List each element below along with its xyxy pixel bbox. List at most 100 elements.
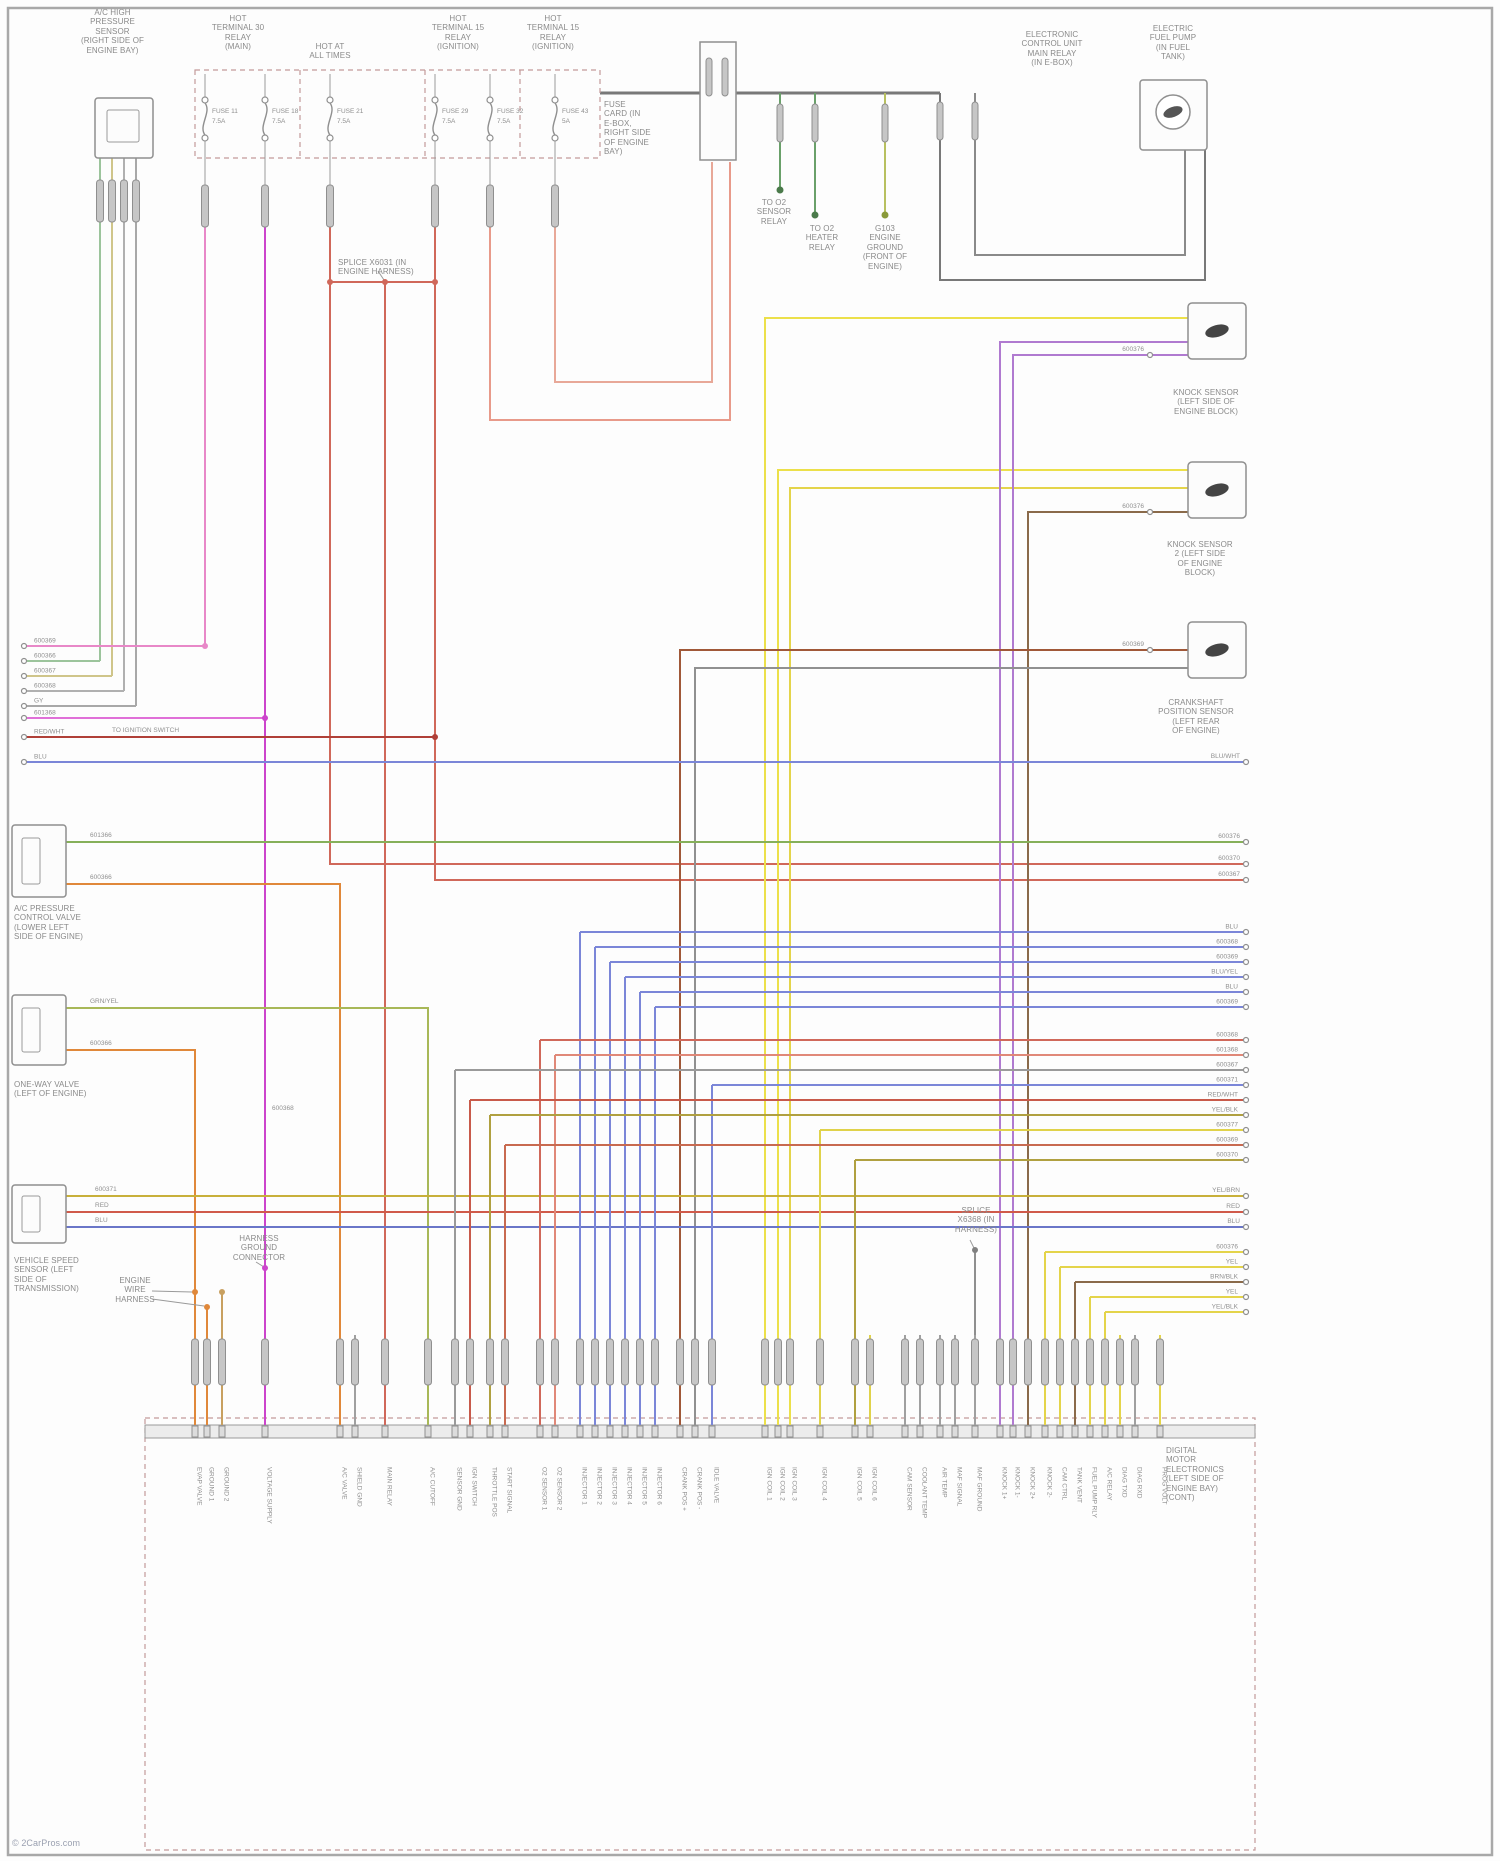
wire-fuse32-loop [489,162,731,421]
wire-label: YEL/BLK [1212,1304,1239,1311]
left-edge-pin-row: GY [20,698,136,710]
dme-outline [144,1417,1256,1851]
wire-label: 600370 [1216,1152,1238,1159]
fuse-terminal-bottom [486,134,494,142]
wire-tag-text: RED [95,1202,109,1209]
pin [1242,876,1250,884]
wire-label: 600368 [1216,939,1238,946]
edge-pin [1242,1141,1250,1149]
junction-dot [327,279,333,285]
dme-column: AIR TEMP [936,1335,948,1498]
fuse-name: FUSE 21 [337,108,364,115]
dme-pin [901,1425,909,1438]
wire-tag-text: 601366 [90,832,112,839]
dme-column: SENSOR GND [451,1335,463,1511]
wire-tags: 601366 600366 GRN/YEL 600366 600371 RED … [90,727,294,1224]
connector-capsule [108,179,116,223]
wire-fuel-pump-1 [939,93,1206,281]
labeled-pin: BLU [1227,1218,1250,1231]
wire-label: BLU [1225,924,1238,931]
dme-pin [636,1425,644,1438]
junction-dot [382,279,388,285]
tl-sensor-box [94,97,154,159]
wire-tag: GRN/YEL [90,998,119,1005]
dme-pin-label: CAM SENSOR [906,1467,913,1511]
connector-capsule [816,1338,824,1386]
fuse-element [327,102,333,136]
dme-column: IDLE VALVE [708,1335,720,1504]
dme-pin-label: O2 SENSOR 1 [541,1467,548,1511]
connector-capsule [381,1338,389,1386]
crank-sensor-icon [1205,643,1229,657]
connector-capsule [336,1338,344,1386]
dme-pin [576,1425,584,1438]
dme-pin [691,1425,699,1438]
dme-column: MAF SIGNAL [951,1335,963,1507]
left-edge-pin-row: BLU [20,754,1243,766]
dme-pin-label: INJECTOR 4 [626,1467,633,1505]
pin [20,702,28,710]
speed-sensor-box [11,1184,67,1244]
fuse-rating: 7.5A [337,118,351,125]
terminal-dot [776,186,784,194]
fuse-element [487,102,493,136]
dme-pin-label: CRANK POS + [681,1467,688,1511]
left-edge-pin-row: 600367 [20,668,112,680]
wire-ckp-b [694,667,1188,1425]
wire-knock2 [1027,511,1188,1425]
wire-label: 600376 [1216,1244,1238,1251]
dme-pin [591,1425,599,1438]
edge-pin [1242,1066,1250,1074]
wire-tag: 600366 [90,1040,112,1047]
connector-capsule [936,1338,944,1386]
dme-pin [708,1425,716,1438]
right-edge-l-wire: 600377 [819,1122,1250,1425]
dme-pin-label: GROUND 2 [223,1467,230,1502]
dme-pin-label: MAF GROUND [976,1467,983,1512]
dme-pin-label: O2 SENSOR 2 [556,1467,563,1511]
fuse-terminal-bottom [326,134,334,142]
dme-column: INJECTOR 2 [591,1335,603,1505]
wire-fuse29 [434,227,1243,881]
dme-column: IGN COIL 2 [774,1335,786,1501]
pin-label: 600370 [1218,855,1240,862]
dme-pin [1156,1425,1164,1438]
left-edge-pin-row: 600366 [20,653,100,665]
edge-pin [1242,1248,1250,1256]
wire-tag: RED [95,1202,109,1209]
connector-capsule [996,1338,1004,1386]
fuse-terminal-top [201,96,209,104]
fuse-symbol: FUSE 11 7.5A [201,74,238,228]
dme-column: KNOCK 1+ [996,1335,1008,1500]
wire-label: 600369 [1216,954,1238,961]
fuse-name: FUSE 29 [442,108,469,115]
dme-pin-label: EVAP VALVE [196,1467,203,1506]
edge-pin [1242,973,1250,981]
junction-dot [432,279,438,285]
dme-pin [761,1425,769,1438]
connector-capsule [431,184,439,228]
wire-label: RED/WHT [34,729,64,736]
dme-pin-label: A/C CUTOFF [429,1467,436,1506]
connector-capsule [486,1338,494,1386]
plain-pins: BLU/WHT 600376 600370 600367 YEL/BRN RED… [1122,346,1250,1231]
connector-capsule [203,1338,211,1386]
pin [1242,860,1250,868]
pin [1146,508,1154,516]
dme-column: CAM CTRL [1056,1335,1068,1501]
pointer-ewh-2 [151,1298,205,1307]
pin-label: BLU [1227,1218,1240,1225]
labeled-pin: RED [1226,1203,1250,1216]
connector-capsule [486,184,494,228]
wire-label: 600377 [1216,1122,1238,1129]
pin [1146,646,1154,654]
dme-pin-label: COOLANT TEMP [921,1467,928,1518]
splice-dot [204,1304,210,1310]
dme-column: INJECTOR 1 [576,1335,588,1505]
dme-pin [1009,1425,1017,1438]
wire-label: YEL [1226,1289,1239,1296]
wire-tag-text: GRN/YEL [90,998,119,1005]
labeled-pin: 600376 [1122,346,1154,359]
dme-pin [621,1425,629,1438]
